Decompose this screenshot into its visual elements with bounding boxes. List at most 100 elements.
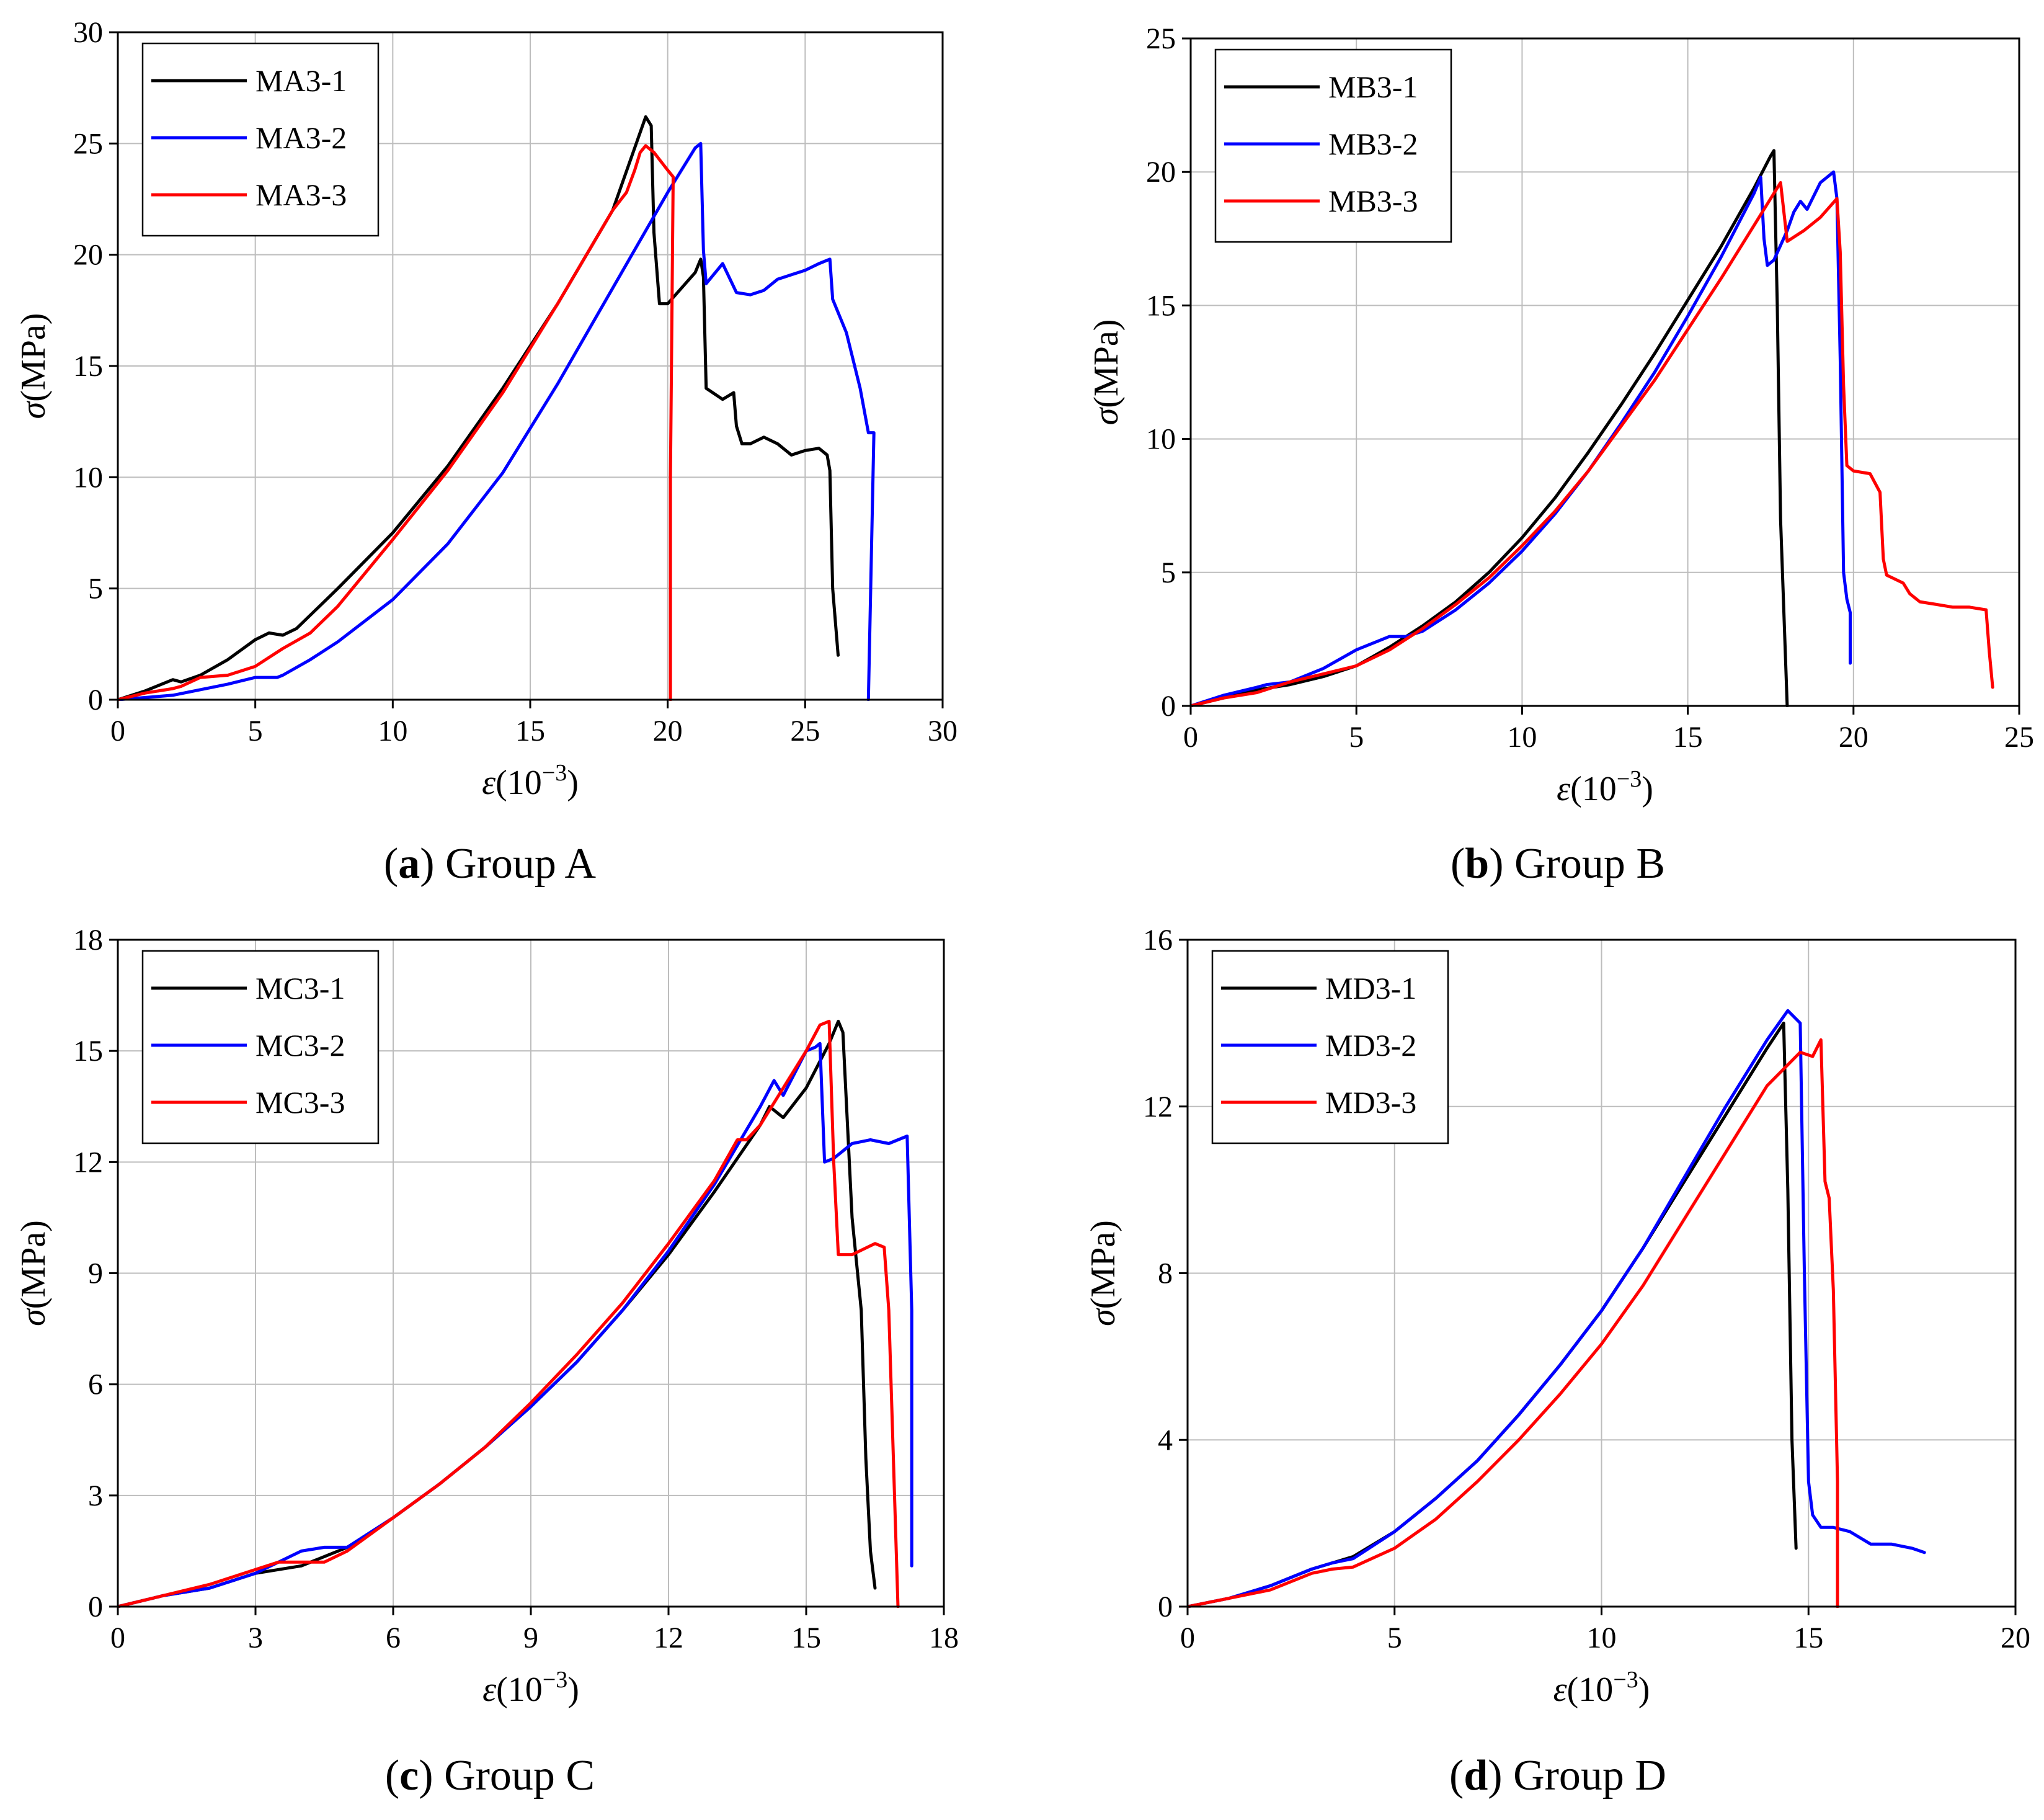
y-tick-label: 15 — [1146, 289, 1176, 322]
x-axis-close: ) — [1638, 1671, 1650, 1709]
y-axis-label: σ(MPa) — [14, 313, 53, 419]
legend-entry: MA3-2 — [256, 120, 347, 155]
panel-caption-text: Group B — [1504, 840, 1666, 888]
y-tick-label: 9 — [88, 1257, 103, 1290]
x-axis-label: ε(10−3) — [482, 760, 579, 802]
x-axis-close: ) — [567, 1671, 579, 1709]
x-tick-label: 3 — [248, 1621, 263, 1654]
y-axis-unit: (MPa) — [1084, 1220, 1122, 1309]
x-axis-exponent: −3 — [543, 1667, 567, 1693]
series-line-MB3-1 — [1191, 149, 1789, 707]
y-tick-label: 15 — [73, 350, 103, 383]
chart-panel-b: 0 5 10 15 20 250510152025ε(10−3)σ(MPa)MB3-1MB… — [1087, 22, 2034, 888]
panel-caption-text: Group D — [1503, 1752, 1666, 1800]
x-tick-label: 18 — [929, 1621, 959, 1654]
x-tick-label: 10 — [1507, 721, 1537, 754]
y-axis-symbol: σ — [14, 1308, 53, 1326]
y-tick-label: 12 — [1143, 1091, 1173, 1123]
x-tick-label: 30 — [928, 715, 958, 747]
series-line-MC3-2 — [118, 1042, 913, 1608]
x-tick-label: 15 — [1673, 721, 1703, 754]
legend-entry: MB3-1 — [1328, 69, 1418, 104]
legend-entry: MD3-1 — [1325, 971, 1416, 1006]
x-tick-label: 15 — [791, 1621, 821, 1654]
x-tick-label: 25 — [790, 715, 820, 747]
legend-entry: MB3-3 — [1328, 184, 1418, 218]
y-axis-label: σ(MPa) — [14, 1220, 53, 1326]
x-tick-label: 15 — [1793, 1621, 1823, 1654]
legend-entry: MC3-2 — [256, 1028, 345, 1063]
legend: MA3-1 MA3-2 MA3-3 — [141, 42, 380, 237]
y-tick-label: 4 — [1158, 1424, 1173, 1456]
panel-caption-text: Group A — [435, 840, 597, 888]
series-line-MA3-3 — [118, 144, 675, 701]
y-tick-label: 10 — [73, 461, 103, 494]
y-tick-label: 20 — [1146, 156, 1176, 189]
chart-panel-a: 0 5 10 15 20 25 30 0 5 10 15 20 25 30 ε(10−3) σ(MPa) MA3… — [14, 16, 958, 888]
x-axis-symbol: ε — [1553, 1671, 1568, 1709]
series-line-MD3-3 — [1188, 1038, 1839, 1608]
y-tick-label: 5 — [1161, 556, 1176, 589]
x-axis-unit: (10 — [495, 764, 542, 802]
legend: MC3-1 MC3-2 MC3-3 — [141, 950, 380, 1144]
y-tick-label: 3 — [88, 1479, 103, 1512]
plot-frame — [1189, 37, 2020, 707]
legend-box — [1211, 950, 1449, 1144]
panel-caption-text: Group C — [433, 1752, 595, 1800]
legend-entry: MC3-3 — [256, 1085, 345, 1120]
legend-entry: MA3-3 — [256, 177, 347, 212]
x-tick-label: 0 — [1180, 1621, 1195, 1654]
panel-caption: (a) Group A — [384, 840, 597, 888]
legend-box — [1214, 48, 1452, 243]
x-tick-label: 5 — [1349, 721, 1364, 754]
x-tick-label: 5 — [1387, 1621, 1402, 1654]
panel-caption-letter: c — [399, 1752, 419, 1800]
y-axis-unit: (MPa) — [1087, 319, 1126, 408]
y-axis-label: σ(MPa) — [1084, 1220, 1122, 1326]
x-axis-close: ) — [1642, 770, 1653, 808]
y-tick-label: 15 — [73, 1035, 103, 1068]
legend-entry: MD3-3 — [1325, 1085, 1416, 1120]
x-tick-label: 15 — [515, 715, 545, 747]
y-tick-label: 0 — [88, 1590, 103, 1623]
y-tick-label: 6 — [88, 1368, 103, 1401]
x-tick-label: 20 — [2001, 1621, 2030, 1654]
x-tick-label: 10 — [1587, 1621, 1617, 1654]
panel-caption-letter: d — [1464, 1752, 1488, 1800]
series-line-MB3-2 — [1191, 170, 1852, 707]
x-tick-label: 20 — [653, 715, 683, 747]
x-tick-label: 9 — [523, 1621, 538, 1654]
y-axis-unit: (MPa) — [14, 313, 53, 402]
x-tick-label: 12 — [654, 1621, 683, 1654]
x-axis-symbol: ε — [482, 1671, 497, 1709]
panel-caption: (d) Group D — [1449, 1752, 1666, 1800]
x-tick-label: 0 — [1183, 721, 1198, 754]
series-line-MA3-2 — [118, 141, 876, 701]
x-axis-exponent: −3 — [542, 760, 567, 786]
x-tick-label: 20 — [1839, 721, 1868, 754]
chart-panel-d: 0 5 10 15 200481216ε(10−3)σ(MPa)MD3-1MD3-2MD… — [1084, 924, 2030, 1800]
y-tick-label: 25 — [73, 127, 103, 160]
series-line-MC3-3 — [118, 1019, 900, 1608]
x-axis-unit: (10 — [1567, 1671, 1614, 1709]
chart-panel-c: 0 3 6 9 12 15 180369121518ε(10−3)σ(MPa)MC3-1MC… — [14, 924, 959, 1800]
y-tick-label: 18 — [73, 924, 103, 957]
x-axis-close: ) — [567, 764, 579, 802]
y-tick-label: 30 — [73, 16, 103, 49]
y-tick-label: 16 — [1143, 924, 1173, 957]
y-tick-label: 25 — [1146, 22, 1176, 55]
series-line-MA3-1 — [118, 115, 840, 701]
x-tick-label: 0 — [110, 715, 125, 747]
x-tick-label: 10 — [378, 715, 407, 747]
x-axis-label: ε(10−3) — [1553, 1667, 1650, 1709]
legend-box — [141, 42, 380, 237]
y-tick-label: 0 — [88, 684, 103, 716]
x-axis-label: ε(10−3) — [482, 1667, 579, 1709]
y-axis-symbol: σ — [1084, 1308, 1122, 1326]
legend-entry: MC3-1 — [256, 971, 345, 1006]
y-tick-label: 0 — [1161, 690, 1176, 723]
y-tick-label: 10 — [1146, 423, 1176, 456]
x-axis-exponent: −3 — [1613, 1667, 1638, 1693]
panel-caption: (c) Group C — [385, 1752, 595, 1800]
